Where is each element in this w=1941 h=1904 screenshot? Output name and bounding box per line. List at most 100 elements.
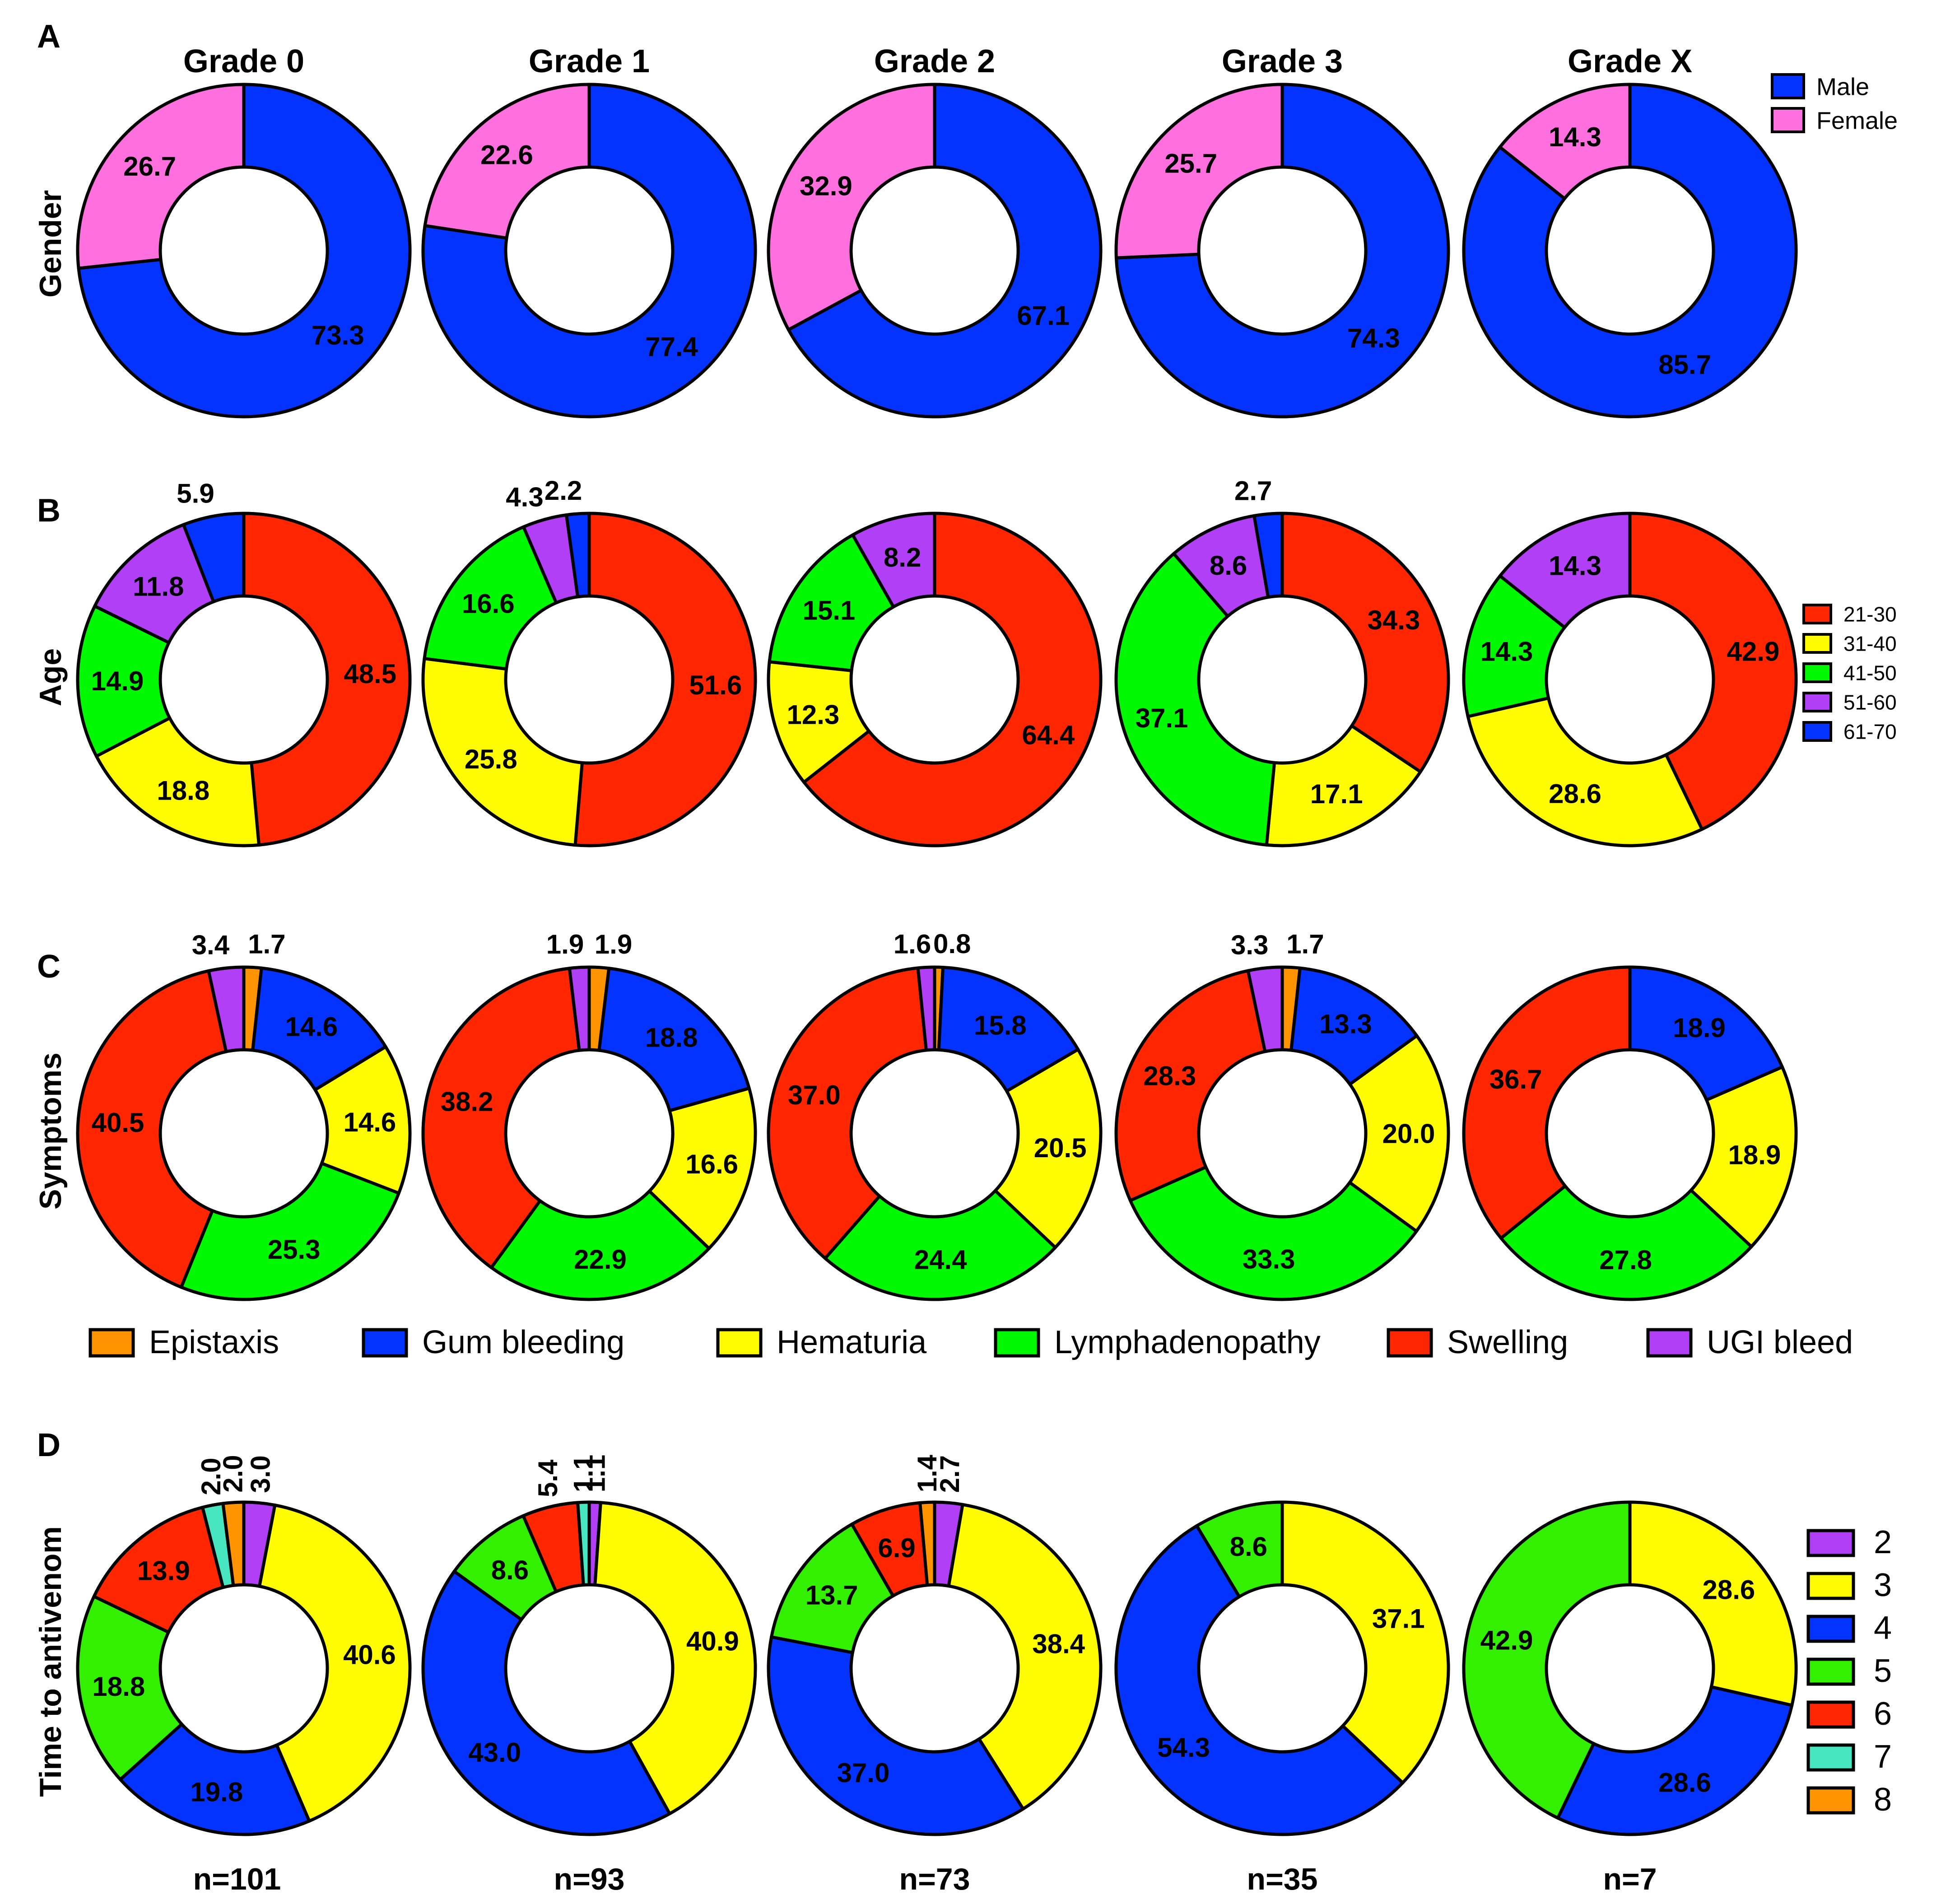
legend-label-hematuria: Hematuria bbox=[777, 1324, 927, 1360]
legend-label-41-50: 41-50 bbox=[1843, 661, 1897, 685]
slice-61-70 bbox=[1252, 512, 1284, 599]
value-label-gum-bleeding: 14.6 bbox=[285, 1012, 338, 1042]
donut-age-grade-1: 51.6 25.8 16.6 4.3 2.2 bbox=[421, 475, 757, 847]
donut-gender-grade-0: 73.3 26.7 bbox=[76, 83, 412, 419]
value-label-ugi-bleed: 1.9 bbox=[546, 929, 584, 959]
legend-swatch-41-50 bbox=[1802, 662, 1832, 683]
panel-letter-b: B bbox=[37, 493, 61, 529]
slice-31-40 bbox=[1265, 724, 1422, 847]
value-label-51-60: 4.3 bbox=[506, 482, 543, 512]
slice-41-50 bbox=[76, 604, 172, 758]
value-label-3: 37.1 bbox=[1372, 1604, 1425, 1634]
value-label-male: 77.4 bbox=[645, 331, 698, 362]
value-label-4: 43.0 bbox=[468, 1737, 521, 1768]
value-label-epistaxis: 0.8 bbox=[933, 929, 971, 959]
value-label-3: 28.6 bbox=[1703, 1574, 1755, 1605]
value-label-21-30: 42.9 bbox=[1727, 637, 1780, 667]
legend-label-ugi-bleed: UGI bleed bbox=[1707, 1324, 1853, 1360]
legend-swatch-7 bbox=[1806, 1743, 1855, 1772]
legend-label-31-40: 31-40 bbox=[1843, 632, 1897, 656]
slice-8 bbox=[918, 1500, 936, 1587]
slice-lymphadenopathy bbox=[489, 1189, 711, 1301]
slice-hematuria bbox=[993, 1047, 1103, 1249]
sample-size-grade-0: n=101 bbox=[193, 1862, 281, 1896]
value-label-41-50: 16.6 bbox=[462, 589, 515, 619]
value-label-female: 22.6 bbox=[480, 140, 533, 170]
legend-symptoms: Epistaxis Gum bleeding Hematuria Lymphadeno… bbox=[88, 1324, 1853, 1360]
value-label-8: 1.4 bbox=[912, 1454, 942, 1492]
slice-gum-bleeding bbox=[1289, 966, 1419, 1086]
column-title-grade-2: Grade 2 bbox=[874, 43, 995, 79]
value-label-hematuria: 18.9 bbox=[1728, 1140, 1781, 1170]
slice-4 bbox=[767, 1635, 1025, 1836]
value-label-21-30: 48.5 bbox=[344, 659, 396, 689]
slice-hematuria bbox=[1689, 1065, 1798, 1248]
slice-gum-bleeding bbox=[251, 966, 387, 1092]
legend-label-21-30: 21-30 bbox=[1843, 603, 1897, 626]
legend-label-7: 7 bbox=[1874, 1739, 1892, 1775]
donut-symptoms-grade-x: 18.9 18.9 27.8 36.7 bbox=[1462, 965, 1798, 1301]
value-label-61-70: 2.7 bbox=[1234, 476, 1272, 506]
slice-swelling bbox=[421, 967, 581, 1269]
slice-21-30 bbox=[573, 512, 757, 847]
legend-gender: Male Female bbox=[1771, 73, 1898, 134]
value-label-male: 67.1 bbox=[1017, 300, 1070, 331]
legend-time-to-antivenom: 2 3 4 5 6 7 8 bbox=[1806, 1524, 1892, 1818]
legend-label-6: 6 bbox=[1874, 1696, 1892, 1732]
value-label-5: 18.8 bbox=[92, 1671, 145, 1702]
value-label-lymphadenopathy: 33.3 bbox=[1243, 1244, 1295, 1274]
slice-3 bbox=[1280, 1500, 1450, 1785]
slice-hematuria bbox=[647, 1086, 757, 1250]
slice-7 bbox=[576, 1500, 591, 1587]
value-label-lymphadenopathy: 25.3 bbox=[268, 1234, 321, 1265]
slice-21-30 bbox=[1628, 512, 1798, 831]
legend-swatch-epistaxis bbox=[88, 1328, 135, 1358]
legend-label-51-60: 51-60 bbox=[1843, 691, 1897, 714]
donut-symptoms-grade-3: 1.7 13.3 20.0 33.3 28.3 3.3 bbox=[1114, 929, 1450, 1301]
value-label-41-50: 15.1 bbox=[803, 595, 856, 625]
legend-label-5: 5 bbox=[1874, 1653, 1892, 1689]
slice-male bbox=[1462, 83, 1798, 419]
legend-label-4: 4 bbox=[1874, 1610, 1892, 1646]
value-label-6: 13.9 bbox=[137, 1556, 190, 1586]
panel-letter-c: C bbox=[37, 949, 61, 985]
value-label-5: 13.7 bbox=[805, 1580, 858, 1610]
row-label-age: Age bbox=[33, 648, 68, 706]
legend-label-gum-bleeding: Gum bleeding bbox=[422, 1324, 624, 1360]
sample-size-grade-1: n=93 bbox=[554, 1862, 625, 1896]
donut-age-grade-3: 34.3 17.1 37.1 8.6 2.7 bbox=[1114, 476, 1450, 847]
legend-label-epistaxis: Epistaxis bbox=[149, 1324, 279, 1360]
value-label-lymphadenopathy: 27.8 bbox=[1599, 1245, 1652, 1275]
value-label-female: 25.7 bbox=[1164, 148, 1217, 178]
slice-gum-bleeding bbox=[1628, 965, 1784, 1102]
slice-female bbox=[767, 83, 936, 331]
slice-swelling bbox=[1114, 969, 1267, 1202]
slice-21-30 bbox=[1280, 512, 1450, 773]
value-label-gum-bleeding: 18.9 bbox=[1673, 1013, 1726, 1043]
legend-label-lymphadenopathy: Lymphadenopathy bbox=[1054, 1324, 1321, 1360]
slice-male bbox=[1114, 83, 1450, 419]
donut-gender-grade-1: 77.4 22.6 bbox=[421, 83, 757, 419]
slice-31-40 bbox=[421, 657, 584, 847]
slice-4 bbox=[1114, 1524, 1405, 1836]
slice-lymphadenopathy bbox=[824, 1189, 1057, 1301]
donut-time-to-antivenom-n-101: 3.0 40.6 19.8 18.8 13.9 2.02.0 bbox=[76, 1455, 412, 1836]
value-label-31-40: 18.8 bbox=[157, 776, 209, 806]
legend-swatch-ugi-bleed bbox=[1646, 1328, 1693, 1358]
value-label-41-50: 14.3 bbox=[1480, 637, 1533, 667]
legend-label-male: Male bbox=[1816, 73, 1869, 100]
slice-5 bbox=[76, 1595, 183, 1781]
slice-male bbox=[421, 83, 757, 419]
column-title-grade-1: Grade 1 bbox=[529, 43, 650, 79]
slice-41-50 bbox=[423, 525, 558, 671]
value-label-male: 74.3 bbox=[1347, 323, 1400, 354]
value-label-swelling: 40.5 bbox=[92, 1108, 144, 1138]
value-label-61-70: 2.2 bbox=[545, 475, 582, 506]
value-label-4: 54.3 bbox=[1157, 1732, 1210, 1763]
legend-label-3: 3 bbox=[1874, 1567, 1892, 1603]
slice-hematuria bbox=[1348, 1034, 1450, 1233]
donut-gender-grade-2: 67.1 32.9 bbox=[767, 83, 1103, 419]
value-label-hematuria: 14.6 bbox=[344, 1107, 396, 1137]
value-label-7: 1.1 bbox=[568, 1455, 599, 1492]
